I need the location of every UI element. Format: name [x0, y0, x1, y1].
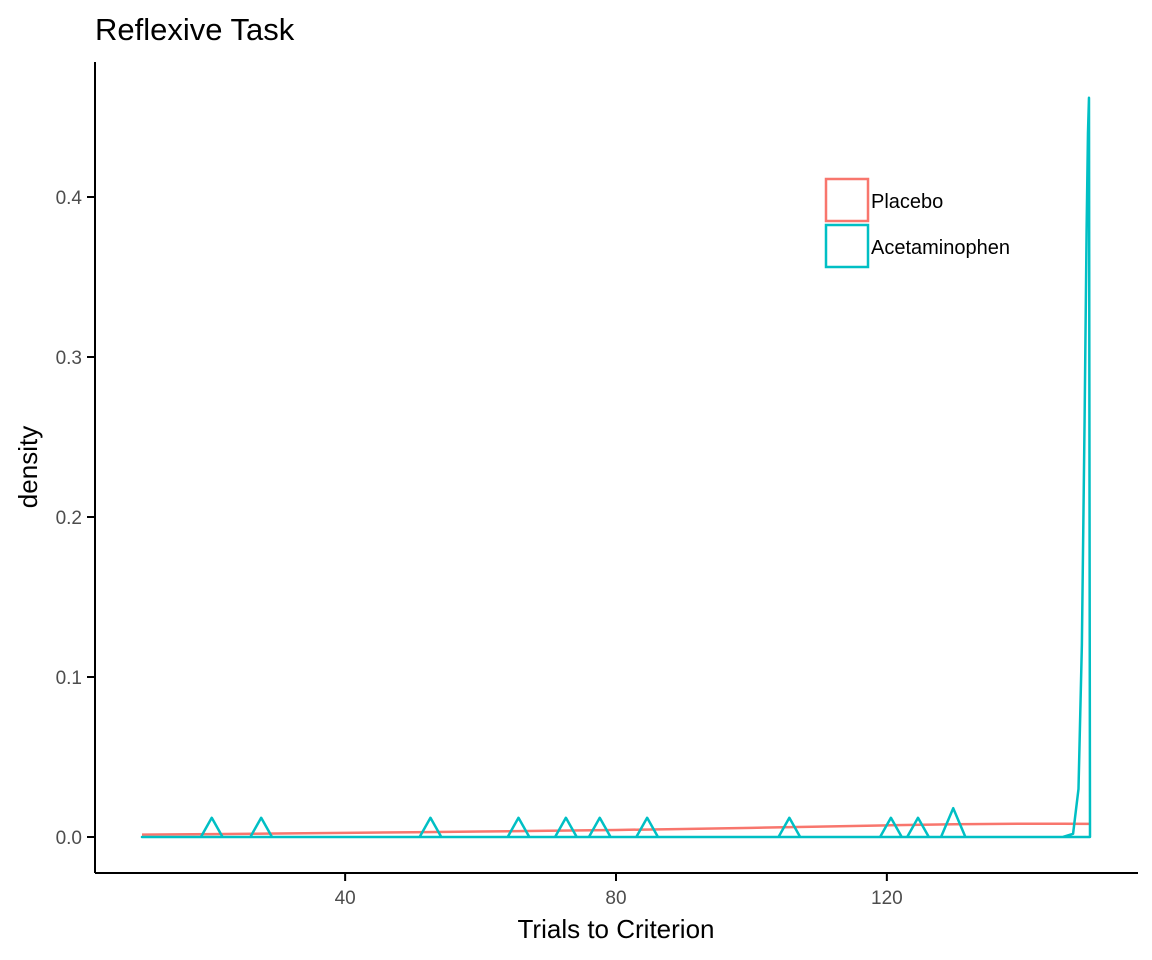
- y-tick-label: 0.1: [56, 668, 82, 689]
- y-axis-title: density: [13, 426, 43, 508]
- series-line-placebo: [141, 822, 1091, 836]
- legend-label-placebo: Placebo: [871, 191, 943, 213]
- x-axis-ticks: 40 80 120: [335, 873, 903, 909]
- x-tick-label: 80: [605, 888, 626, 909]
- series-layer: [140, 96, 1092, 839]
- y-tick-label: 0.0: [56, 828, 82, 849]
- legend: Placebo Acetaminophen: [824, 177, 1010, 269]
- x-tick-label: 120: [871, 888, 903, 909]
- y-axis-ticks: 0.0 0.1 0.2 0.3 0.4: [56, 188, 95, 849]
- y-tick-label: 0.2: [56, 508, 82, 529]
- series-line-acetaminophen: [140, 96, 1092, 839]
- chart-title: Reflexive Task: [95, 12, 295, 47]
- x-tick-label: 40: [335, 888, 356, 909]
- legend-key-placebo: [824, 177, 870, 223]
- legend-key-acetaminophen: [824, 223, 870, 269]
- legend-label-acetaminophen: Acetaminophen: [871, 237, 1010, 259]
- y-tick-label: 0.3: [56, 348, 82, 369]
- plot-area: 40 80 120 0.0 0.1 0.2 0.3 0.4: [56, 62, 1138, 909]
- y-tick-label: 0.4: [56, 188, 83, 209]
- x-axis-title: Trials to Criterion: [518, 914, 715, 944]
